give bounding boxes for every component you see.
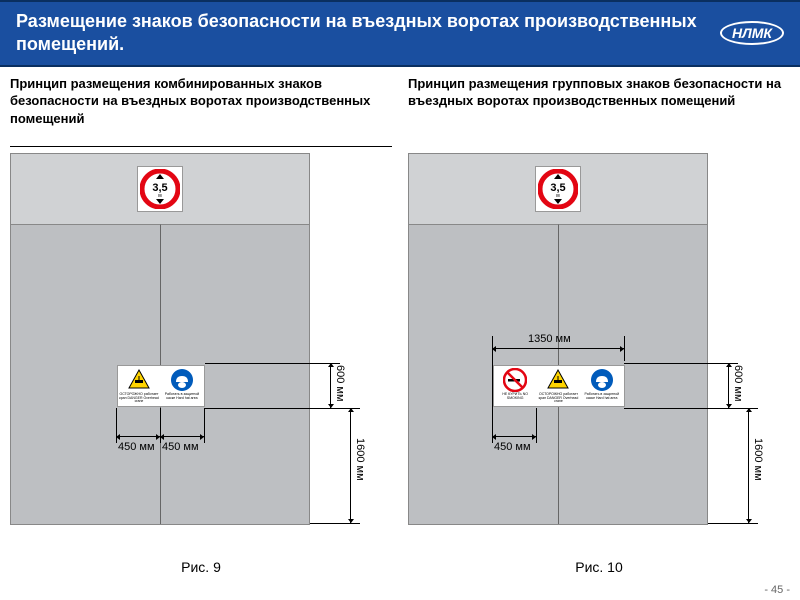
combined-signs-panel: ОСТОРОЖНО работает кран DANGER Overhead …: [117, 365, 205, 408]
page-number: - 45 -: [764, 584, 790, 596]
helmet-label: Работать в защитной каске Hard hat area: [162, 393, 203, 401]
figure-10: 3,5 м: [408, 153, 790, 553]
slide-header: Размещение знаков безопасности на въездн…: [0, 0, 800, 67]
door-right-r: НЕ КУРИТЬ NO SMOKING ОСТОРОЖНО работает …: [559, 224, 708, 524]
gate-left: 3,5 м: [10, 153, 310, 525]
figure-9-label: Рис. 9: [10, 559, 392, 575]
mandatory-helmet-sign: Работать в защитной каске Hard hat area: [161, 366, 204, 407]
helmet-label-r: Работать в защитной каске Hard hat area: [581, 393, 622, 401]
mandatory-helmet-sign-r: Работать в защитной каске Hard hat area: [580, 366, 623, 407]
group-signs-panel: НЕ КУРИТЬ NO SMOKING ОСТОРОЖНО работает …: [493, 365, 625, 408]
dim-450-right: 450 мм: [162, 441, 199, 453]
right-column: Принцип размещения групповых знаков безо…: [408, 75, 790, 575]
left-caption: Принцип размещения комбинированных знако…: [10, 75, 392, 147]
gate-doors: ОСТОРОЖНО работает кран DANGER Overhead …: [11, 224, 309, 524]
content-row: Принцип размещения комбинированных знако…: [0, 67, 800, 575]
dim-600: 600 мм: [334, 365, 346, 402]
nlmk-logo: НЛМК: [720, 21, 784, 45]
crane-label: ОСТОРОЖНО работает кран DANGER Overhead …: [119, 393, 160, 405]
height-limit-sign-r: 3,5 м: [535, 166, 581, 212]
warning-crane-sign-r: ОСТОРОЖНО работает кран DANGER Overhead …: [537, 366, 580, 407]
dim-450-r: 450 мм: [494, 441, 531, 453]
figure-9: 3,5 м: [10, 153, 392, 553]
dim-450-left: 450 мм: [118, 441, 155, 453]
gate-lintel: 3,5 м: [11, 154, 309, 224]
svg-text:м: м: [556, 193, 560, 199]
slide-title: Размещение знаков безопасности на въездн…: [16, 10, 720, 57]
gate-doors-r: НЕ КУРИТЬ NO SMOKING ОСТОРОЖНО работает …: [409, 224, 707, 524]
dim-1350: 1350 мм: [528, 333, 571, 345]
height-limit-sign: 3,5 м: [137, 166, 183, 212]
dim-1600: 1600 мм: [354, 438, 366, 481]
svg-text:м: м: [158, 193, 162, 199]
door-right: ОСТОРОЖНО работает кран DANGER Overhead …: [161, 224, 310, 524]
dim-600-r: 600 мм: [732, 365, 744, 402]
figure-10-label: Рис. 10: [408, 559, 790, 575]
crane-label-r: ОСТОРОЖНО работает кран DANGER Overhead …: [538, 393, 579, 405]
dim-1600-r: 1600 мм: [752, 438, 764, 481]
right-caption: Принцип размещения групповых знаков безо…: [408, 75, 790, 147]
no-smoking-sign: НЕ КУРИТЬ NO SMOKING: [494, 366, 537, 407]
left-column: Принцип размещения комбинированных знако…: [10, 75, 392, 575]
warning-crane-sign: ОСТОРОЖНО работает кран DANGER Overhead …: [118, 366, 161, 407]
no-smoking-label: НЕ КУРИТЬ NO SMOKING: [495, 393, 536, 401]
gate-lintel-r: 3,5 м: [409, 154, 707, 224]
